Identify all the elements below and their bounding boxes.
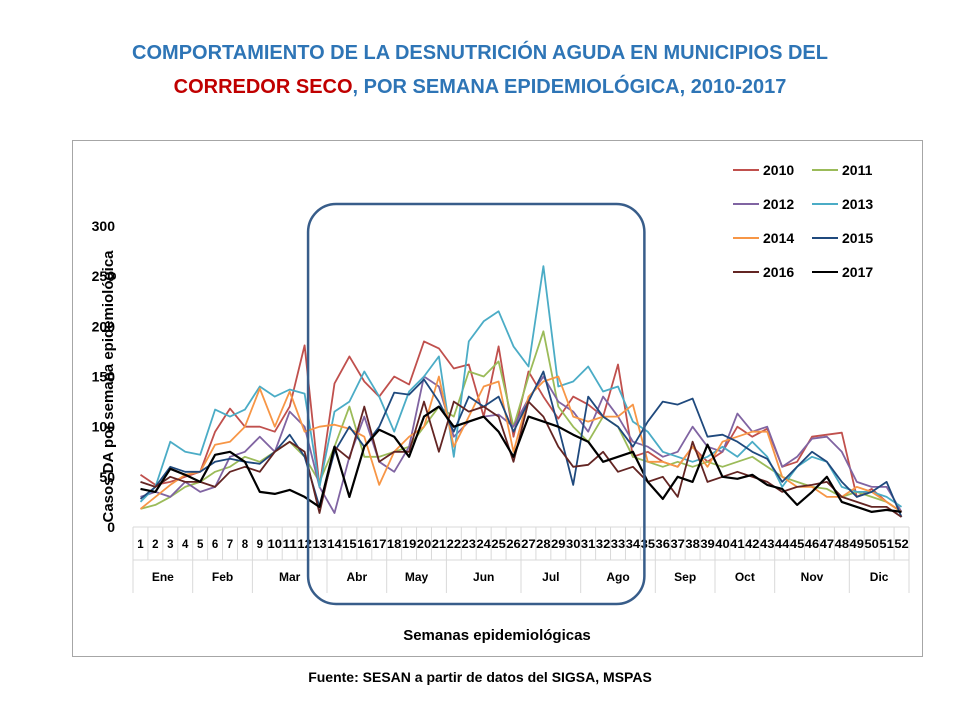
x-tick-label: 42 (745, 539, 759, 551)
y-axis-title: Casos DA por semana epidemiológica (100, 250, 117, 523)
x-tick-label: 39 (700, 539, 714, 551)
x-tick-label: 36 (656, 539, 670, 551)
x-axis-title: Semanas epidemiológicas (403, 627, 591, 644)
x-tick-label: 52 (894, 539, 908, 551)
x-tick-label: 4 (182, 539, 189, 551)
x-tick-label: 15 (342, 539, 357, 551)
month-label: Sep (674, 570, 696, 584)
series-line-2017 (140, 405, 902, 513)
x-tick-label: 46 (805, 539, 819, 551)
x-tick-label: 38 (685, 539, 700, 551)
series-line-2014 (139, 375, 903, 513)
month-label: Ene (152, 570, 174, 584)
y-tick-label: 100 (92, 419, 116, 435)
x-tick-label: 31 (581, 539, 596, 551)
x-tick-label: 18 (387, 539, 402, 551)
x-tick-label: 33 (611, 539, 625, 551)
legend-label: 2016 (763, 264, 794, 280)
legend-label: 2017 (842, 264, 873, 280)
x-tick-label: 6 (212, 539, 218, 551)
x-tick-label: 13 (312, 539, 326, 551)
y-tick-label: 250 (92, 268, 116, 284)
x-tick-label: 25 (491, 539, 506, 551)
month-label: Ago (606, 570, 629, 584)
y-tick-label: 150 (92, 369, 116, 385)
legend-label: 2014 (763, 230, 794, 246)
x-tick-label: 14 (327, 539, 342, 551)
x-tick-label: 27 (521, 539, 535, 551)
legend-label: 2012 (763, 196, 794, 212)
x-tick-label: 35 (641, 539, 656, 551)
x-tick-label: 29 (551, 539, 565, 551)
x-tick-label: 44 (775, 539, 790, 551)
x-tick-label: 37 (670, 539, 684, 551)
x-tick-label: 2 (152, 539, 158, 551)
month-label: May (405, 570, 429, 584)
x-tick-label: 3 (167, 539, 173, 551)
chart-title-highlight: CORREDOR SECO (173, 76, 353, 98)
x-tick-label: 51 (879, 539, 894, 551)
x-tick-label: 26 (506, 539, 520, 551)
month-label: Oct (735, 570, 755, 584)
chart-frame: 0 50 100 150 200 250 300 Casos DA por semana ep… (72, 140, 923, 657)
series-line-2015 (139, 370, 903, 518)
chart-title-line1: COMPORTAMIENTO DE LA DESNUTRICIÓN AGUDA … (132, 42, 828, 64)
y-tick-label: 50 (99, 469, 115, 485)
legend-label: 2015 (842, 230, 873, 246)
month-label: Dic (870, 570, 889, 584)
x-tick-label: 1 (137, 539, 144, 551)
x-tick-label: 10 (268, 539, 282, 551)
series-line-2012 (140, 375, 903, 514)
chart-title-rest: , POR SEMANA EPIDEMIOLÓGICA, 2010-2017 (352, 76, 787, 98)
y-tick-label: 300 (92, 218, 116, 234)
x-tick-label: 28 (536, 539, 551, 551)
x-tick-label: 17 (372, 539, 386, 551)
x-tick-label: 49 (850, 539, 864, 551)
legend-label: 2013 (842, 196, 873, 212)
x-tick-label: 7 (227, 539, 233, 551)
month-label: Abr (347, 570, 368, 584)
x-tick-label: 47 (820, 539, 834, 551)
highlight-box (306, 202, 646, 606)
y-tick-label: 0 (107, 519, 115, 535)
x-tick-label: 8 (242, 539, 249, 551)
x-tick-label: 9 (257, 539, 263, 551)
month-label: Jul (542, 570, 559, 584)
x-tick-label: 11 (282, 539, 297, 551)
x-tick-label: 19 (402, 539, 416, 551)
month-label: Jun (473, 570, 494, 584)
x-tick-label: 43 (760, 539, 774, 551)
x-tick-label: 20 (417, 539, 431, 551)
x-tick-label: 50 (864, 539, 878, 551)
x-tick-label: 21 (432, 539, 447, 551)
x-tick-label: 5 (197, 539, 204, 551)
y-tick-label: 200 (92, 318, 116, 334)
month-label: Nov (801, 570, 824, 584)
x-tick-label: 23 (462, 539, 476, 551)
month-label: Feb (212, 570, 233, 584)
x-tick-label: 34 (626, 539, 641, 551)
source-note: Fuente: SESAN a partir de datos del SIGS… (308, 669, 652, 685)
x-tick-label: 41 (730, 539, 745, 551)
legend-label: 2011 (842, 162, 873, 178)
x-tick-label: 30 (566, 539, 580, 551)
x-tick-label: 48 (835, 539, 850, 551)
x-tick-label: 16 (357, 539, 371, 551)
x-tick-label: 24 (476, 539, 491, 551)
chart-title-line2: CORREDOR SECO, POR SEMANA EPIDEMIOLÓGICA… (0, 76, 960, 99)
x-tick-label: 40 (715, 539, 729, 551)
x-tick-label: 12 (297, 539, 311, 551)
x-tick-label: 32 (596, 539, 610, 551)
x-tick-label: 22 (447, 539, 461, 551)
x-tick-label: 45 (790, 539, 805, 551)
legend-label: 2010 (763, 162, 794, 178)
month-label: Mar (279, 570, 301, 584)
